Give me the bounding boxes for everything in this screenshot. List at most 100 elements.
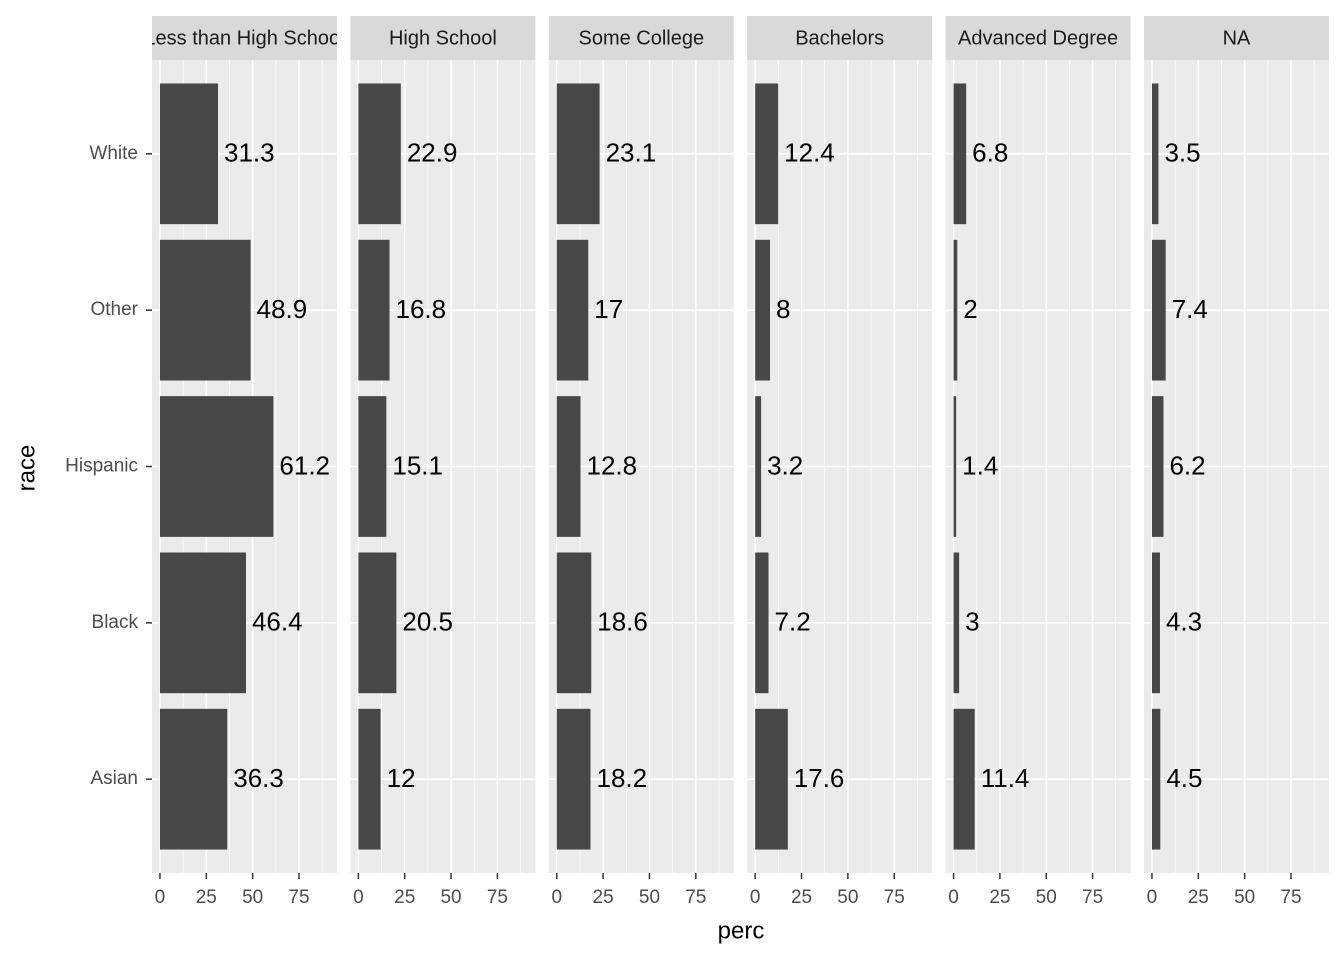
bar [556, 239, 589, 381]
y-tick-label: Hispanic [65, 456, 138, 477]
x-tick-label: 75 [884, 887, 905, 908]
y-axis-title: race [13, 445, 40, 492]
bar [755, 396, 762, 537]
value-label: 31.3 [224, 138, 275, 168]
y-tick-label: White [89, 143, 138, 164]
facet-title: High School [389, 27, 497, 49]
bar [159, 396, 274, 537]
x-tick-label: 75 [487, 887, 508, 908]
x-tick-label: 25 [791, 887, 812, 908]
x-tick-label: 50 [837, 887, 858, 908]
facet-title: Bachelors [795, 27, 884, 49]
facet-title: Some College [578, 27, 704, 49]
x-tick-label: 25 [989, 887, 1010, 908]
value-label: 6.2 [1169, 450, 1205, 480]
x-tick-label: 25 [593, 887, 614, 908]
bar [358, 396, 387, 537]
value-label: 61.2 [279, 450, 330, 480]
bar [556, 83, 600, 225]
facet-title: Advanced Degree [958, 27, 1118, 49]
bar [1151, 239, 1166, 381]
facet-strip [350, 16, 536, 60]
value-label: 17 [594, 294, 623, 324]
value-label: 6.8 [972, 138, 1008, 168]
bar [953, 396, 957, 537]
facet-title: Less than High School [144, 27, 344, 49]
bar [358, 552, 397, 694]
x-tick-label: 50 [440, 887, 461, 908]
bar [159, 552, 246, 694]
x-tick-label: 50 [242, 887, 263, 908]
value-label: 7.4 [1172, 294, 1208, 324]
bar [358, 239, 390, 381]
value-label: 12.8 [586, 450, 637, 480]
value-label: 7.2 [775, 607, 811, 637]
bar [1151, 83, 1159, 225]
facet-strip [548, 16, 734, 60]
x-tick-label: 0 [750, 887, 761, 908]
value-label: 20.5 [402, 607, 453, 637]
x-tick-label: 75 [288, 887, 309, 908]
bar [358, 83, 401, 225]
facet-strip [945, 16, 1131, 60]
bar [755, 708, 788, 850]
bar [755, 239, 771, 381]
bar [953, 708, 975, 850]
bar [755, 552, 769, 694]
x-tick-label: 75 [1280, 887, 1301, 908]
bar [755, 83, 779, 225]
facet-strip [747, 16, 933, 60]
value-label: 16.8 [396, 294, 447, 324]
x-tick-label: 75 [685, 887, 706, 908]
value-label: 17.6 [794, 763, 845, 793]
facet-strip [1144, 16, 1329, 60]
bar [556, 552, 592, 694]
x-tick-label: 75 [1082, 887, 1103, 908]
value-label: 11.4 [981, 763, 1030, 793]
value-label: 2 [963, 294, 977, 324]
x-tick-label: 0 [551, 887, 562, 908]
bar [556, 708, 591, 850]
bar [358, 708, 381, 850]
bar [1151, 552, 1160, 694]
x-tick-label: 0 [1147, 887, 1158, 908]
x-tick-label: 50 [1234, 887, 1255, 908]
value-label: 4.5 [1166, 763, 1202, 793]
y-tick-label: Black [92, 612, 139, 633]
facet-strip [152, 16, 337, 60]
x-tick-label: 25 [196, 887, 217, 908]
value-label: 3 [965, 607, 979, 637]
bar [953, 552, 960, 694]
value-label: 4.3 [1166, 607, 1202, 637]
value-label: 23.1 [606, 138, 657, 168]
value-label: 12 [387, 763, 416, 793]
x-tick-label: 0 [948, 887, 959, 908]
y-tick-label: Asian [90, 768, 138, 789]
value-label: 46.4 [252, 607, 303, 637]
x-axis-title: perc [718, 917, 765, 944]
value-label: 22.9 [407, 138, 458, 168]
value-label: 18.6 [597, 607, 648, 637]
facet-title: NA [1223, 27, 1251, 49]
bar [953, 239, 958, 381]
value-label: 36.3 [233, 763, 284, 793]
value-label: 12.4 [784, 138, 835, 168]
value-label: 8 [776, 294, 790, 324]
bar [556, 396, 581, 537]
bar [1151, 396, 1164, 537]
bar [159, 708, 228, 850]
value-label: 15.1 [392, 450, 443, 480]
x-tick-label: 0 [353, 887, 364, 908]
x-tick-label: 50 [639, 887, 660, 908]
value-label: 3.5 [1164, 138, 1200, 168]
y-tick-label: Other [90, 299, 138, 320]
value-label: 48.9 [257, 294, 308, 324]
x-tick-label: 25 [1188, 887, 1209, 908]
value-label: 18.2 [597, 763, 648, 793]
x-tick-label: 25 [394, 887, 415, 908]
x-tick-label: 50 [1036, 887, 1057, 908]
bar [953, 83, 967, 225]
value-label: 3.2 [767, 450, 803, 480]
bar [159, 83, 218, 225]
